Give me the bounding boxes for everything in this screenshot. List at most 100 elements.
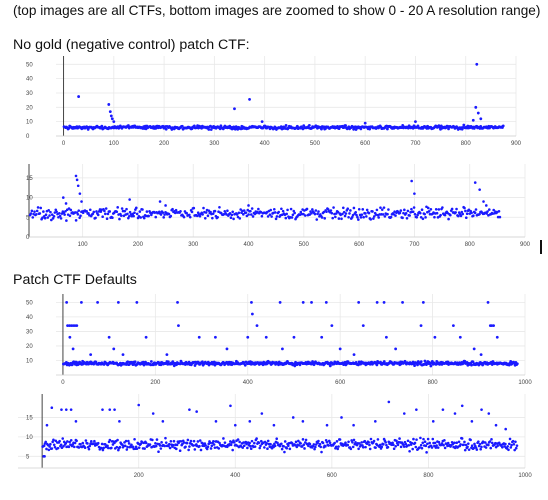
data-point [404, 211, 408, 215]
data-point [506, 445, 510, 448]
x-tick-label: 200 [150, 380, 161, 386]
data-point [273, 211, 277, 214]
data-point [352, 206, 356, 210]
data-point [52, 438, 55, 442]
data-point [86, 442, 89, 445]
data-point [405, 216, 409, 220]
data-point [192, 439, 196, 443]
data-point [266, 447, 269, 451]
data-point [195, 410, 198, 413]
data-point [411, 210, 415, 214]
data-point [413, 192, 416, 195]
data-point [148, 443, 152, 446]
data-point [58, 214, 62, 218]
data-point [174, 208, 178, 212]
data-point [411, 447, 414, 451]
data-point [382, 206, 386, 209]
data-point [470, 211, 473, 215]
data-point [423, 212, 426, 216]
data-point [406, 439, 410, 443]
data-point [132, 214, 135, 218]
data-point [87, 212, 90, 215]
data-point [205, 447, 209, 451]
data-point [251, 215, 255, 218]
data-point [110, 117, 114, 121]
data-point [55, 210, 58, 214]
data-point [364, 212, 367, 215]
data-point [211, 212, 215, 215]
data-point [174, 447, 178, 451]
data-point [401, 216, 404, 220]
data-point [392, 447, 396, 451]
data-point [124, 439, 128, 443]
data-point [169, 439, 173, 443]
data-point [229, 216, 233, 220]
data-point [323, 217, 327, 220]
data-point [76, 213, 80, 216]
data-point [52, 214, 56, 218]
data-point [198, 444, 201, 448]
data-point [50, 447, 54, 450]
data-point [198, 214, 202, 218]
data-point [509, 446, 513, 449]
data-point [41, 216, 44, 220]
data-point [78, 216, 81, 220]
data-point [482, 200, 485, 203]
data-point [50, 406, 54, 410]
data-point [379, 206, 382, 209]
data-point [508, 437, 512, 441]
data-point [147, 214, 150, 218]
data-point [211, 216, 214, 220]
data-point [349, 209, 352, 212]
data-point [302, 212, 305, 216]
data-point [426, 437, 430, 441]
x-tick-label: 200 [159, 141, 170, 147]
data-point [269, 208, 273, 212]
data-point [204, 444, 207, 447]
data-point [275, 215, 279, 218]
data-point [389, 215, 393, 219]
data-point [164, 127, 168, 131]
data-point [328, 441, 332, 445]
data-point [424, 216, 427, 219]
data-point [420, 208, 424, 211]
data-point [274, 217, 278, 221]
data-point [286, 208, 289, 212]
data-point [133, 360, 137, 364]
data-point [474, 208, 478, 211]
data-point [446, 441, 450, 445]
data-point [44, 213, 48, 217]
data-point [471, 118, 475, 122]
data-point [351, 441, 354, 444]
data-point [67, 445, 71, 449]
data-point [478, 442, 482, 446]
data-point [44, 440, 48, 444]
data-point [402, 211, 405, 215]
data-point [126, 212, 129, 216]
x-tick-label: 400 [244, 242, 255, 248]
x-tick-label: 200 [133, 242, 144, 248]
y-tick-label: 40 [26, 315, 33, 321]
data-point [260, 214, 264, 218]
data-point [283, 440, 287, 443]
data-point [310, 212, 313, 215]
y-tick-label: 0 [26, 235, 30, 241]
data-point [75, 439, 78, 443]
data-point [164, 436, 167, 440]
data-point [340, 416, 343, 419]
data-point [431, 420, 435, 423]
data-point [237, 211, 241, 215]
data-point [365, 215, 368, 218]
data-point [188, 213, 191, 217]
data-point [347, 215, 350, 219]
data-point [484, 441, 487, 444]
data-point [185, 211, 189, 215]
data-point [158, 200, 162, 203]
data-point [30, 209, 34, 213]
data-point [316, 212, 319, 216]
data-point [126, 445, 129, 449]
data-point [490, 438, 493, 441]
data-point [116, 206, 119, 209]
data-point [487, 443, 490, 447]
x-tick-label: 600 [335, 380, 346, 386]
